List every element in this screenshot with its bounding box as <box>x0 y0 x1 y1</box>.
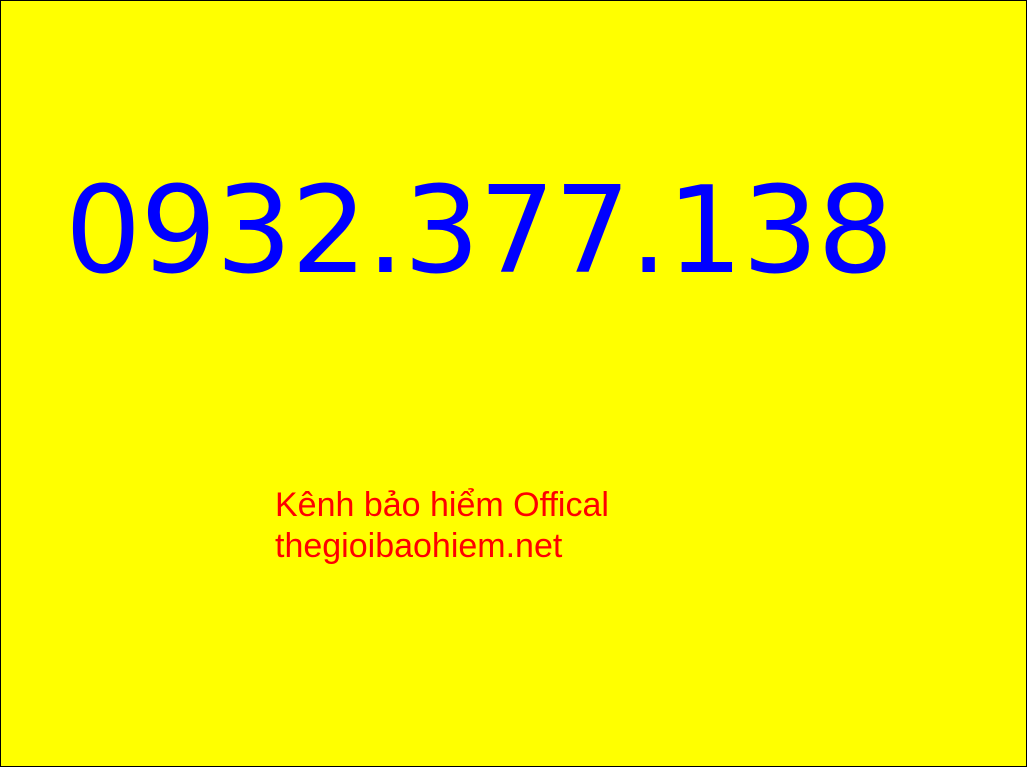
website-url: thegioibaohiem.net <box>275 527 563 565</box>
phone-number: 0932.377.138 <box>65 162 894 301</box>
caption-block: Kênh bảo hiểm Offical thegioibaohiem.net <box>275 485 609 567</box>
channel-name: Kênh bảo hiểm Offical <box>275 486 609 524</box>
